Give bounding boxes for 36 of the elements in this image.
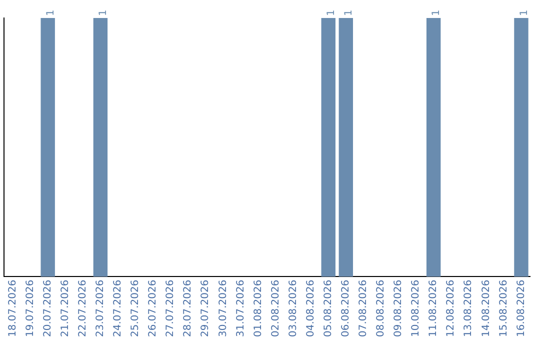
x-tick-label: 05.08.2026: [322, 280, 334, 338]
x-tick-label: 11.08.2026: [428, 280, 440, 338]
x-tick-label: 27.07.2026: [165, 280, 176, 338]
x-tick-label: 18.07.2026: [7, 280, 18, 338]
x-tick-label: 31.07.2026: [235, 280, 246, 338]
x-tick-label: 01.08.2026: [252, 280, 264, 338]
data-label: 1: [98, 10, 110, 16]
x-tick-label: 13.08.2026: [463, 280, 474, 338]
x-tick-label: 21.07.2026: [60, 280, 71, 338]
x-tick-label: 24.07.2026: [112, 280, 124, 338]
x-tick-label: 12.08.2026: [446, 280, 457, 338]
x-tick-label: 08.08.2026: [376, 280, 387, 338]
x-tick-label: 14.08.2026: [480, 280, 492, 338]
x-tick-label: 06.08.2026: [340, 280, 352, 338]
x-tick-label: 26.07.2026: [148, 280, 159, 338]
x-tick-label: 30.07.2026: [218, 280, 229, 338]
data-label: 1: [326, 10, 337, 16]
x-tick-label: 02.08.2026: [270, 280, 282, 338]
x-tick-label: 19.07.2026: [24, 280, 36, 338]
x-tick-label: 20.07.2026: [42, 280, 54, 338]
x-tick-label: 25.07.2026: [130, 280, 142, 338]
x-tick-label: 09.08.2026: [393, 280, 404, 338]
x-tick-label: 16.08.2026: [516, 280, 527, 338]
x-tick-label: 03.08.2026: [288, 280, 299, 338]
x-tick-label: 15.08.2026: [498, 280, 510, 338]
x-tick-label: 28.07.2026: [182, 280, 194, 338]
data-label: 1: [343, 10, 354, 16]
x-tick-label: 22.07.2026: [77, 280, 88, 338]
x-tick-label: 23.07.2026: [95, 280, 106, 338]
x-tick-label: 07.08.2026: [358, 280, 370, 338]
data-label: 1: [518, 10, 530, 16]
x-tick-label: 29.07.2026: [200, 280, 212, 338]
data-label: 1: [45, 10, 56, 16]
x-tick-label: 10.08.2026: [410, 280, 422, 338]
x-tick-label: 04.08.2026: [305, 280, 316, 338]
data-label: 1: [431, 10, 442, 16]
